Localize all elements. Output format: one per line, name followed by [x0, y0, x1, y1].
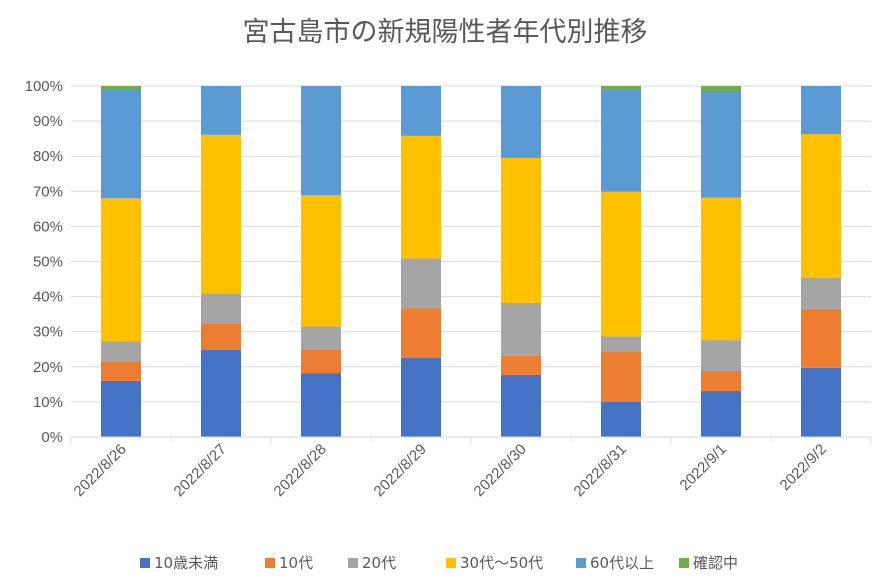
legend-label: 10歳未満: [154, 554, 218, 572]
legend-swatch: [265, 558, 275, 568]
bar-segment: [301, 195, 341, 327]
bar-segment: [701, 197, 741, 341]
legend-swatch: [348, 558, 358, 568]
bar-segment: [301, 326, 341, 350]
bar-segment: [801, 367, 841, 437]
legend-item: 60代以上: [576, 554, 654, 572]
y-tick-label: 0%: [41, 429, 63, 446]
y-tick-label: 30%: [33, 324, 63, 341]
bar-segment: [201, 86, 241, 135]
bar-segment: [701, 86, 741, 91]
x-axis: [70, 436, 872, 443]
bar-segment: [101, 341, 141, 362]
bar-segment: [801, 134, 841, 278]
legend-item: 20代: [348, 554, 396, 572]
bar-segment: [101, 86, 141, 90]
x-tick-label: 2022/8/27: [171, 441, 230, 500]
bar-segment: [701, 90, 741, 198]
x-tick-label: 2022/8/29: [371, 441, 430, 500]
bar-segment: [601, 401, 641, 437]
legend-label: 20代: [362, 554, 396, 572]
bar-segment: [501, 374, 541, 437]
legend-item: 10代: [265, 554, 313, 572]
bar-segment: [801, 86, 841, 135]
bar-segment: [301, 86, 341, 196]
bar-segment: [601, 336, 641, 352]
x-tick-label: 2022/8/26: [71, 441, 130, 500]
x-tick-label: 2022/9/1: [677, 441, 730, 494]
bar-segment: [101, 198, 141, 342]
bar-segment: [701, 371, 741, 392]
bars: [101, 86, 841, 437]
x-tick-label: 2022/8/28: [271, 441, 330, 500]
x-tick-label: 2022/9/2: [777, 441, 830, 494]
bar-segment: [101, 361, 141, 381]
gridlines: [71, 85, 871, 403]
bar-segment: [701, 391, 741, 437]
bar-segment: [701, 340, 741, 372]
bar-segment: [201, 323, 241, 350]
bar-segment: [401, 308, 441, 359]
legend-label: 確認中: [693, 554, 738, 572]
legend-swatch: [140, 558, 150, 568]
legend-swatch: [679, 558, 689, 568]
legend-item: 確認中: [679, 554, 738, 572]
bar-segment: [501, 302, 541, 356]
bar-segment: [401, 258, 441, 309]
y-tick-label: 70%: [33, 183, 63, 200]
bar-segment: [301, 349, 341, 374]
y-tick-label: 80%: [33, 148, 63, 165]
legend: 10歳未満 10代 20代 30代～50代 60代以上 確認中: [140, 554, 738, 572]
x-tick-label: 2022/8/30: [471, 441, 530, 500]
bar-segment: [801, 308, 841, 368]
bar-segment: [201, 293, 241, 324]
legend-swatch: [576, 558, 586, 568]
bar-segment: [101, 89, 141, 199]
bar-segment: [601, 191, 641, 337]
y-tick-label: 20%: [33, 359, 63, 376]
bar-segment: [601, 351, 641, 402]
y-tick-label: 10%: [33, 394, 63, 411]
bar-segment: [401, 135, 441, 259]
x-axis-ticks: 2022/8/26 2022/8/27 2022/8/28 2022/8/29 2022…: [71, 441, 830, 500]
legend-label: 60代以上: [590, 554, 654, 572]
legend-label: 10代: [279, 554, 313, 572]
chart-title: 宮古島市の新規陽性者年代別推移: [243, 17, 648, 48]
legend-label: 30代～50代: [460, 554, 543, 572]
y-tick-label: 40%: [33, 289, 63, 306]
y-axis-ticks: 0% 10% 20% 30% 40% 50% 60% 70% 80% 90% 100%: [25, 78, 63, 446]
legend-item: 10歳未満: [140, 554, 218, 572]
x-tick-label: 2022/8/31: [571, 441, 630, 500]
bar-segment: [801, 277, 841, 309]
legend-item: 30代～50代: [446, 554, 543, 572]
bar-segment: [401, 86, 441, 136]
bar-segment: [501, 86, 541, 158]
bar-segment: [401, 358, 441, 437]
bar-segment: [301, 373, 341, 437]
bar-segment: [601, 89, 641, 192]
legend-swatch: [446, 558, 456, 568]
y-tick-label: 60%: [33, 218, 63, 235]
y-tick-label: 90%: [33, 113, 63, 130]
bar-segment: [601, 86, 641, 90]
y-tick-label: 100%: [25, 78, 63, 95]
bar-segment: [501, 157, 541, 303]
bar-segment: [201, 134, 241, 294]
bar-segment: [101, 380, 141, 437]
bar-segment: [501, 355, 541, 375]
bar-segment: [201, 349, 241, 437]
y-tick-label: 50%: [33, 254, 63, 271]
